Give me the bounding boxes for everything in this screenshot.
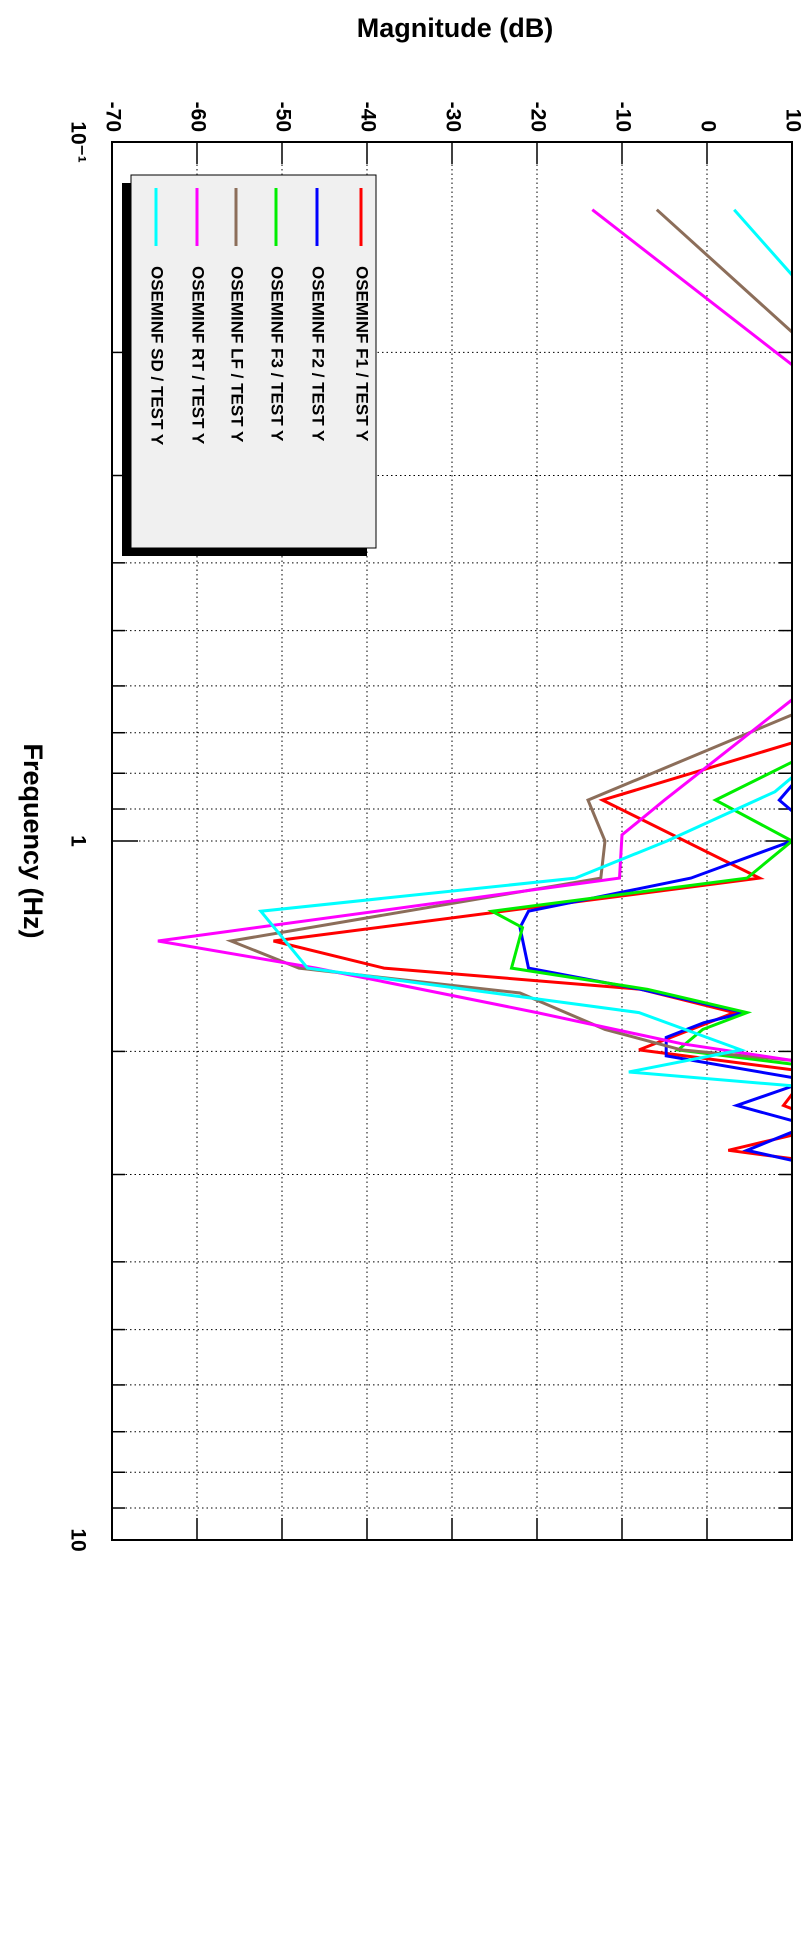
legend-entries: OSEMINF F1 / TEST Y OSEMINF F2 / TEST Y OS… <box>148 188 372 446</box>
y-tick-label: -50 <box>271 102 294 132</box>
x-tick-label: 10⁻¹ <box>66 121 89 162</box>
y-tick-label: -60 <box>186 102 209 132</box>
y-tick-label: -20 <box>526 102 549 132</box>
x-tick-label: 1 <box>66 835 89 847</box>
legend <box>130 174 377 549</box>
series-line <box>257 208 792 1088</box>
y-tick-label: 10 <box>781 109 804 132</box>
legend-label: OSEMINF F2 / TEST Y <box>309 266 328 442</box>
plot-lines <box>157 208 792 1162</box>
y-tick-label: -70 <box>101 102 124 132</box>
plot-frame <box>111 141 793 1541</box>
y-tick-label: -40 <box>356 102 379 132</box>
y-tick-label: -30 <box>441 102 464 132</box>
series-line <box>225 208 792 1062</box>
x-tick-label: 10 <box>66 1528 89 1551</box>
series-line <box>487 760 792 1066</box>
x-axis-label: Frequency (Hz) <box>18 743 48 938</box>
series-line <box>273 741 792 1161</box>
legend-label: OSEMINF SD / TEST Y <box>148 266 167 446</box>
series-line <box>157 208 792 1062</box>
y-tick-label: 0 <box>696 120 719 132</box>
y-axis-label: Magnitude (dB) <box>357 13 553 43</box>
legend-label: OSEMINF RT / TEST Y <box>189 266 208 445</box>
y-tick-label: -10 <box>611 102 634 132</box>
legend-label: OSEMINF F3 / TEST Y <box>268 266 287 442</box>
legend-label: OSEMINF F1 / TEST Y <box>353 266 372 442</box>
legend-label: OSEMINF LF / TEST Y <box>228 266 247 443</box>
